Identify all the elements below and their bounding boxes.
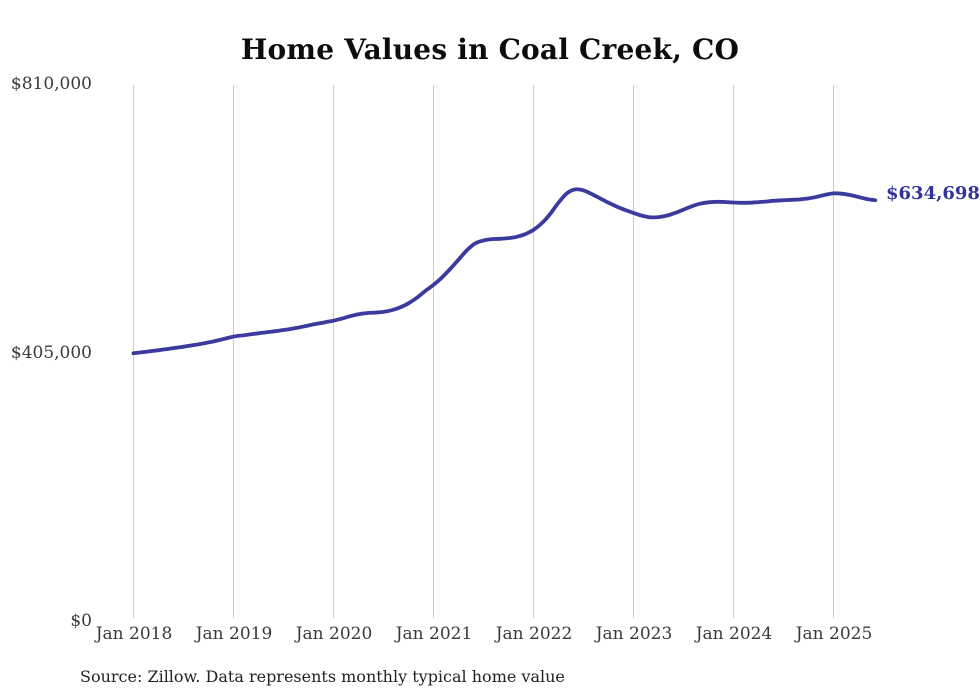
x-tick-label-2025: Jan 2025 [795, 624, 873, 644]
x-tick-label-2020: Jan 2020 [295, 624, 373, 644]
source-note: Source: Zillow. Data represents monthly … [80, 667, 565, 686]
x-tick-label-2018: Jan 2018 [95, 624, 173, 644]
y-tick-label-810000: $810,000 [10, 74, 92, 94]
y-tick-label-0: $0 [70, 611, 92, 631]
x-tick-label-2019: Jan 2019 [195, 624, 273, 644]
x-tick-label-2024: Jan 2024 [695, 624, 773, 644]
y-tick-label-405000: $405,000 [10, 343, 92, 363]
end-value-label: $634,698 [886, 183, 980, 204]
x-tick-label-2022: Jan 2022 [495, 624, 573, 644]
chart-title: Home Values in Coal Creek, CO [240, 33, 740, 66]
home-value-line [131, 187, 878, 356]
x-tick-label-2021: Jan 2021 [395, 624, 473, 644]
x-tick-label-2023: Jan 2023 [595, 624, 673, 644]
